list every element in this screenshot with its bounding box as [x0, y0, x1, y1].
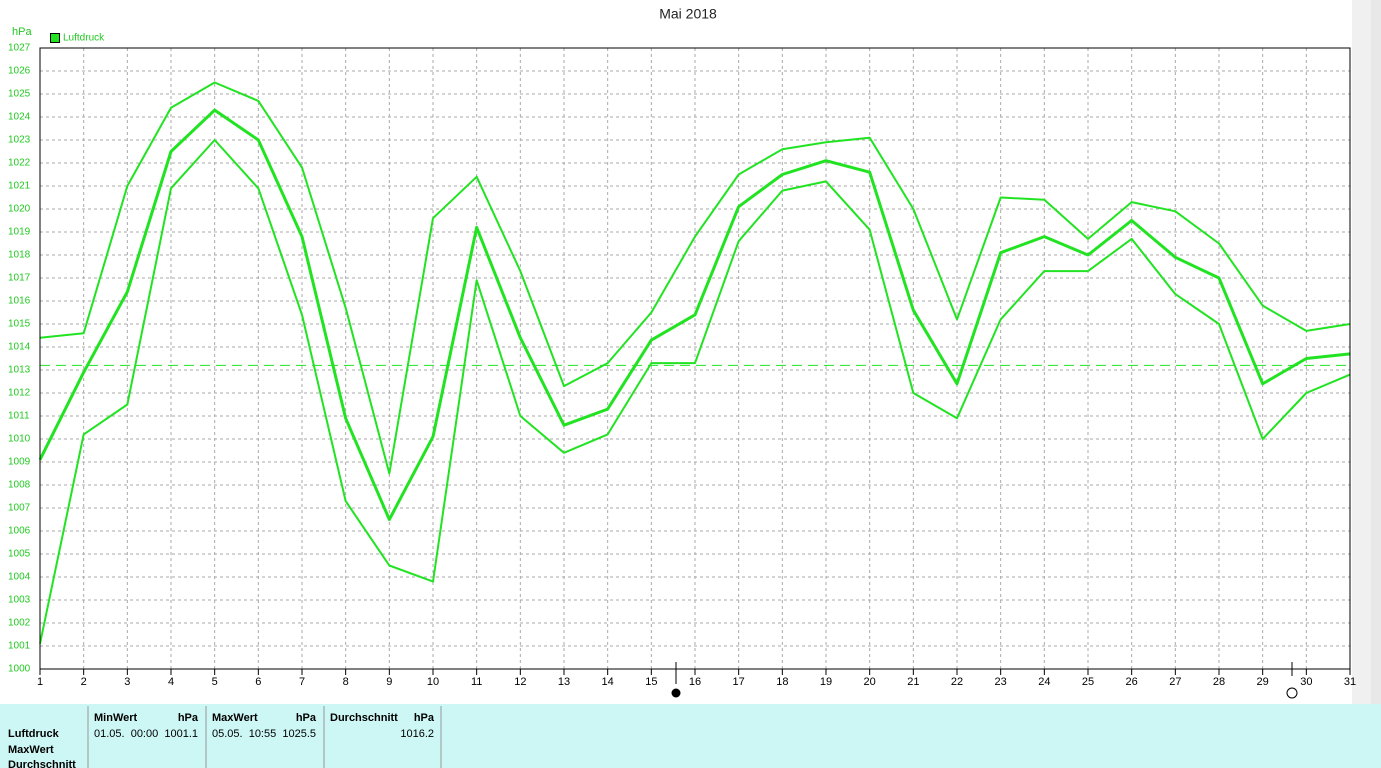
x-tick-label: 31	[1344, 676, 1356, 688]
cell-value: 1001.1	[164, 728, 198, 740]
x-tick-label: 28	[1213, 676, 1225, 688]
y-tick-label: 1015	[8, 319, 31, 330]
x-tick-label: 13	[558, 676, 570, 688]
y-tick-label: 1007	[8, 503, 31, 514]
x-tick-label: 29	[1257, 676, 1269, 688]
x-tick-label: 2	[81, 676, 87, 688]
x-tick-label: 9	[386, 676, 392, 688]
y-tick-label: 1002	[8, 618, 31, 629]
x-tick-label: 8	[343, 676, 349, 688]
series-line	[39, 139, 1351, 644]
y-tick-label: 1020	[8, 204, 31, 215]
y-tick-label: 1008	[8, 480, 31, 491]
series-line	[38, 108, 1351, 521]
y-tick-label: 1005	[8, 549, 31, 560]
x-tick-label: 19	[820, 676, 832, 688]
cell-value: 1016.2	[400, 728, 434, 740]
row-label: Luftdruck	[8, 728, 60, 740]
x-tick-label: 12	[514, 676, 526, 688]
y-tick-label: 1024	[8, 112, 31, 123]
x-tick-label: 10	[427, 676, 439, 688]
y-tick-label: 1011	[8, 411, 30, 422]
y-tick-label: 1001	[8, 641, 31, 652]
x-tick-label: 5	[212, 676, 218, 688]
y-tick-label: 1018	[8, 250, 31, 261]
column-header: MaxWert	[212, 712, 258, 724]
x-tick-label: 14	[602, 676, 614, 688]
cell-value: 1025.5	[282, 728, 316, 740]
x-tick-label: 20	[864, 676, 876, 688]
x-tick-label: 22	[951, 676, 963, 688]
y-tick-label: 1003	[8, 595, 31, 606]
y-tick-label: 1021	[8, 181, 31, 192]
x-tick-label: 1	[37, 676, 43, 688]
x-tick-label: 25	[1082, 676, 1094, 688]
y-tick-label: 1014	[8, 342, 31, 353]
x-tick-label: 4	[168, 676, 174, 688]
y-tick-label: 1016	[8, 296, 31, 307]
x-tick-label: 21	[907, 676, 919, 688]
x-tick-label: 11	[471, 676, 482, 688]
x-tick-label: 18	[776, 676, 788, 688]
x-tick-label: 27	[1169, 676, 1181, 688]
x-tick-label: 24	[1038, 676, 1050, 688]
row-label: MaxWert	[8, 744, 54, 756]
legend-swatch	[50, 33, 60, 43]
y-tick-label: 1012	[8, 388, 31, 399]
plot-border	[39, 47, 1351, 670]
x-tick-label: 30	[1300, 676, 1312, 688]
x-tick-label: 7	[299, 676, 305, 688]
y-tick-label: 1027	[8, 43, 31, 54]
y-tick-label: 1023	[8, 135, 31, 146]
new-moon-icon	[1286, 687, 1298, 699]
x-tick-label: 3	[124, 676, 130, 688]
scrollbar	[1352, 0, 1371, 704]
full-moon-icon	[671, 688, 681, 698]
table-panel	[0, 704, 1381, 768]
column-unit: hPa	[414, 712, 435, 724]
cell-time: 05.05. 10:55	[212, 728, 276, 740]
x-tick-label: 15	[645, 676, 657, 688]
y-tick-label: 1010	[8, 434, 31, 445]
y-tick-label: 1022	[8, 158, 31, 169]
column-header: MinWert	[94, 712, 138, 724]
legend-label: Luftdruck	[63, 33, 105, 44]
y-tick-label: 1026	[8, 66, 31, 77]
row-label: Durchschnitt	[8, 759, 76, 768]
y-tick-label: 1009	[8, 457, 31, 468]
x-tick-label: 17	[733, 676, 745, 688]
cell-time: 01.05. 00:00	[94, 728, 158, 740]
series-line	[39, 81, 1351, 475]
y-tick-label: 1019	[8, 227, 31, 238]
x-tick-label: 23	[995, 676, 1007, 688]
y-tick-label: 1013	[8, 365, 31, 376]
column-header: Durchschnitt	[330, 712, 398, 724]
plot-area: 1000 1001 1002 1003 1004 1005 1006 1007 1008 1009…	[8, 43, 1356, 688]
chart-title: Mai 2018	[659, 6, 717, 22]
y-tick-label: 1025	[8, 89, 31, 100]
column-unit: hPa	[296, 712, 317, 724]
y-tick-label: 1000	[8, 664, 31, 675]
y-tick-label: 1004	[8, 572, 31, 583]
plot-background	[40, 48, 1350, 669]
x-tick-label: 26	[1126, 676, 1138, 688]
y-axis-label: hPa	[12, 26, 32, 38]
x-tick-label: 16	[689, 676, 701, 688]
y-tick-label: 1006	[8, 526, 31, 537]
column-unit: hPa	[178, 712, 199, 724]
y-tick-label: 1017	[8, 273, 31, 284]
x-tick-label: 6	[255, 676, 261, 688]
